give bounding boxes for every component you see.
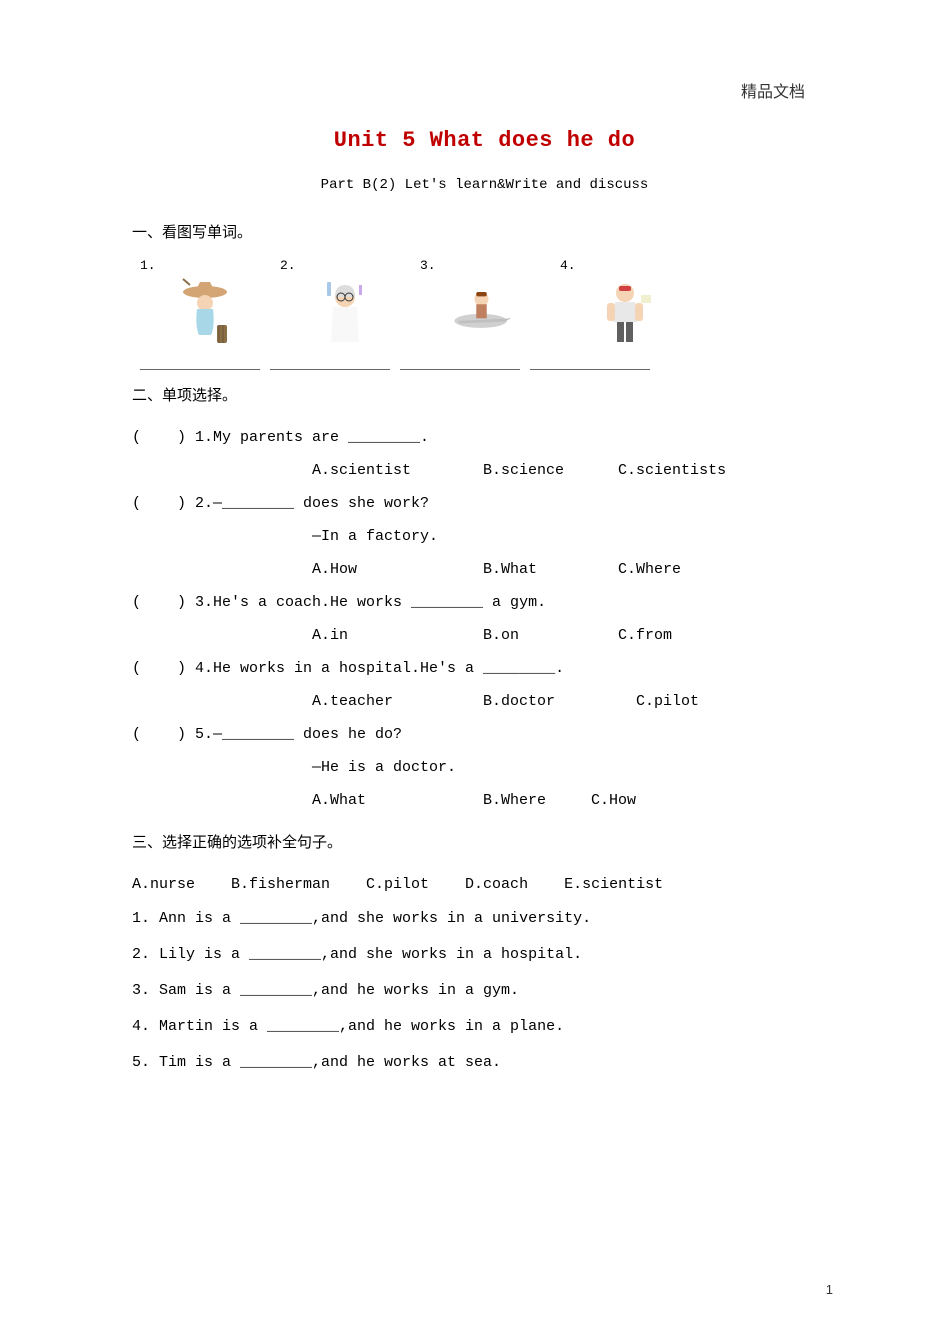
answer-line-3 xyxy=(400,352,520,370)
answer-line-4 xyxy=(530,352,650,370)
picture-cell-3: 3. xyxy=(420,258,550,350)
picture-row: 1. 2. xyxy=(140,258,837,350)
header-label: 精品文档 xyxy=(741,78,805,102)
mc-c2: A.How B.What C.Where xyxy=(312,553,837,586)
subtitle: Part B(2) Let's learn&Write and discuss xyxy=(132,177,837,193)
word-bank: A.nurse B.fisherman C.pilot D.coach E.sc… xyxy=(132,868,837,901)
mc-f5: —He is a doctor. xyxy=(312,751,837,784)
mc-c5: A.What B.Where C.How xyxy=(312,784,837,817)
answer-line-2 xyxy=(270,352,390,370)
mc-q5: ( ) 5.—________ does he do? xyxy=(132,718,837,751)
answer-line-1 xyxy=(140,352,260,370)
fill-1: 1. Ann is a ________,and she works in a … xyxy=(132,901,837,937)
pic-num-4: 4. xyxy=(560,258,576,273)
mc-c3: A.in B.on C.from xyxy=(312,619,837,652)
mc-q2: ( ) 2.—________ does she work? xyxy=(132,487,837,520)
pic-box-4 xyxy=(590,275,660,350)
mc-q3: ( ) 3.He's a coach.He works ________ a g… xyxy=(132,586,837,619)
pic-num-2: 2. xyxy=(280,258,296,273)
pic-num-3: 3. xyxy=(420,258,436,273)
mc-q4: ( ) 4.He works in a hospital.He's a ____… xyxy=(132,652,837,685)
pic-num-1: 1. xyxy=(140,258,156,273)
fill-5: 5. Tim is a ________,and he works at sea… xyxy=(132,1045,837,1081)
picture-cell-2: 2. xyxy=(280,258,410,350)
mc-q1: ( ) 1.My parents are ________. xyxy=(132,421,837,454)
section1-heading: 一、看图写单词。 xyxy=(132,221,837,242)
pic-box-2 xyxy=(310,275,380,350)
pic-box-1 xyxy=(170,275,240,350)
page-number: 1 xyxy=(826,1282,833,1297)
unit-title: Unit 5 What does he do xyxy=(132,128,837,153)
fill-3: 3. Sam is a ________,and he works in a g… xyxy=(132,973,837,1009)
mc-c4: A.teacher B.doctor C.pilot xyxy=(312,685,837,718)
section2-heading: 二、单项选择。 xyxy=(132,384,837,405)
mc-f2: —In a factory. xyxy=(312,520,837,553)
picture-cell-1: 1. xyxy=(140,258,270,350)
fill-4: 4. Martin is a ________,and he works in … xyxy=(132,1009,837,1045)
picture-cell-4: 4. xyxy=(560,258,690,350)
mc-c1: A.scientist B.science C.scientists xyxy=(312,454,837,487)
section3-heading: 三、选择正确的选项补全句子。 xyxy=(132,831,837,852)
fill-2: 2. Lily is a ________,and she works in a… xyxy=(132,937,837,973)
pic-box-3 xyxy=(450,275,520,350)
answer-lines xyxy=(140,352,837,370)
